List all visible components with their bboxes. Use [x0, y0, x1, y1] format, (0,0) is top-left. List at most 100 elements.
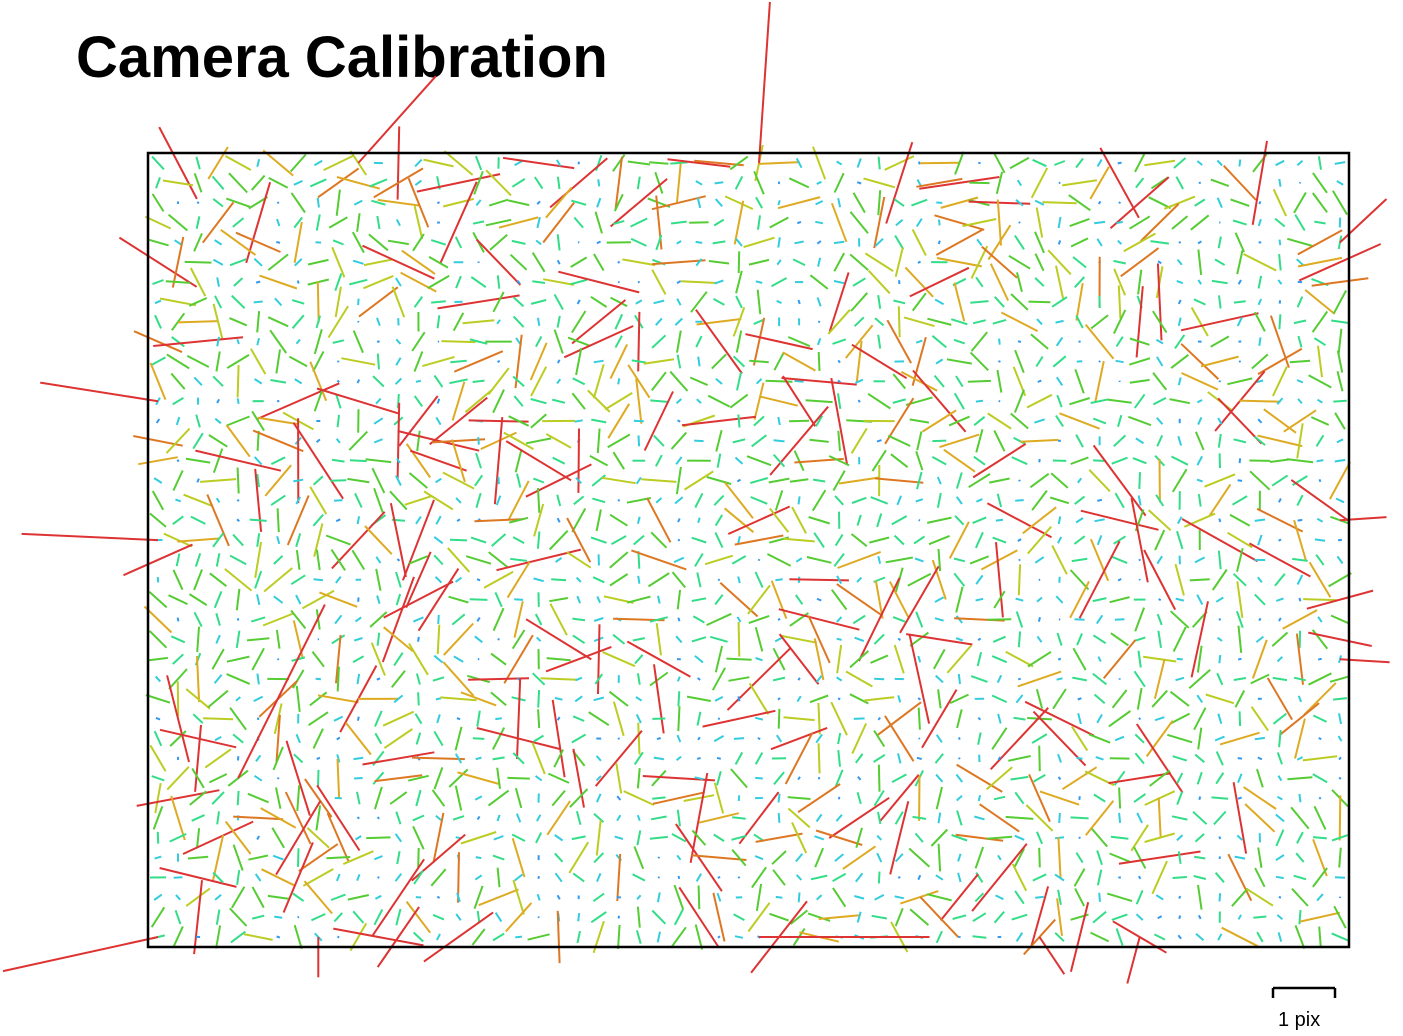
- residual-vector: [1176, 530, 1184, 550]
- residual-vector: [185, 457, 211, 464]
- residual-vector: [175, 498, 182, 503]
- residual-vector: [389, 791, 408, 805]
- residual-vector: [787, 796, 811, 800]
- residual-vector: [1275, 829, 1285, 847]
- residual-vector: [415, 379, 422, 383]
- residual-vector: [614, 313, 624, 330]
- residual-vector: [885, 141, 914, 224]
- residual-vector: [870, 654, 889, 664]
- residual-vector: [430, 868, 447, 887]
- residual-vector: [216, 336, 220, 347]
- residual-vector: [1155, 894, 1164, 901]
- residual-vector: [997, 713, 1002, 724]
- residual-vector: [1078, 540, 1121, 619]
- residual-vector: [643, 358, 675, 365]
- residual-vector: [827, 309, 851, 335]
- residual-vector: [535, 239, 542, 246]
- residual-vector: [690, 291, 708, 313]
- residual-vector: [575, 676, 583, 682]
- residual-vector: [626, 640, 691, 678]
- residual-vector: [851, 496, 867, 504]
- residual-vector: [778, 633, 820, 685]
- residual-vector: [1016, 272, 1023, 293]
- residual-vector: [894, 247, 904, 278]
- residual-vector: [1056, 394, 1063, 408]
- residual-vector: [513, 395, 524, 407]
- residual-vector: [850, 292, 869, 312]
- residual-vector: [855, 753, 864, 764]
- residual-vector: [1029, 886, 1050, 949]
- residual-vector: [1170, 610, 1190, 629]
- residual-vector: [851, 723, 868, 755]
- residual-vector: [828, 272, 850, 332]
- residual-vector: [731, 849, 747, 867]
- residual-vector: [1055, 415, 1064, 427]
- residual-vector: [407, 177, 430, 228]
- residual-vector: [1057, 776, 1062, 781]
- residual-vector: [1054, 836, 1065, 840]
- residual-vector: [967, 379, 991, 383]
- residual-vector: [891, 515, 908, 526]
- residual-vector: [915, 498, 924, 503]
- residual-vector: [873, 753, 886, 763]
- residual-vector: [656, 931, 661, 943]
- residual-vector: [919, 896, 959, 938]
- residual-vector: [150, 906, 166, 928]
- residual-vector: [393, 652, 404, 667]
- residual-vector: [674, 496, 684, 505]
- residual-outlier: [758, 1, 771, 164]
- residual-vector: [989, 263, 1010, 301]
- residual-vector: [616, 814, 622, 822]
- residual-vector: [508, 415, 530, 427]
- residual-vector: [955, 375, 964, 388]
- residual-vector: [1277, 279, 1283, 285]
- residual-vector: [854, 636, 865, 642]
- residual-vector: [815, 675, 823, 683]
- residual-vector: [1238, 711, 1242, 727]
- residual-vector: [1184, 512, 1216, 528]
- residual-vector: [336, 736, 341, 741]
- residual-vector: [782, 351, 816, 372]
- residual-vector: [855, 827, 863, 848]
- residual-vector: [354, 835, 362, 841]
- residual-vector: [1217, 417, 1223, 425]
- residual-vector: [768, 477, 790, 484]
- residual-vector: [224, 568, 253, 592]
- residual-vector: [650, 399, 668, 403]
- residual-vector: [448, 768, 469, 788]
- residual-vector: [1144, 832, 1175, 843]
- residual-vector: [169, 730, 187, 747]
- residual-vector: [229, 907, 248, 927]
- residual-vector: [407, 774, 429, 782]
- residual-vector: [1237, 657, 1242, 661]
- residual-vector: [326, 856, 351, 860]
- residual-vector: [556, 517, 561, 523]
- residual-vector: [1271, 474, 1289, 487]
- residual-vector: [214, 295, 223, 309]
- residual-vector: [1047, 249, 1072, 275]
- residual-vector: [414, 179, 422, 186]
- residual-vector: [1234, 232, 1246, 253]
- residual-vector: [514, 873, 524, 882]
- residual-vector: [1217, 397, 1263, 445]
- residual-vector: [1213, 810, 1227, 826]
- residual-vector: [1271, 366, 1288, 397]
- residual-vector: [974, 846, 985, 869]
- residual-vector: [1274, 217, 1286, 228]
- residual-vector: [293, 478, 304, 483]
- residual-outlier: [21, 532, 159, 542]
- residual-vector: [1210, 178, 1230, 188]
- residual-vector: [556, 259, 561, 265]
- residual-vector: [572, 715, 585, 722]
- residual-vector: [732, 306, 746, 337]
- residual-vector: [374, 894, 382, 900]
- residual-vector: [155, 418, 161, 424]
- residual-vector: [454, 236, 463, 249]
- residual-vector: [527, 933, 550, 941]
- residual-vector: [770, 726, 828, 751]
- residual-vector: [395, 357, 402, 366]
- residual-vector: [208, 434, 228, 448]
- residual-vector: [849, 693, 869, 705]
- residual-vector: [1135, 913, 1144, 921]
- residual-vector: [933, 648, 946, 670]
